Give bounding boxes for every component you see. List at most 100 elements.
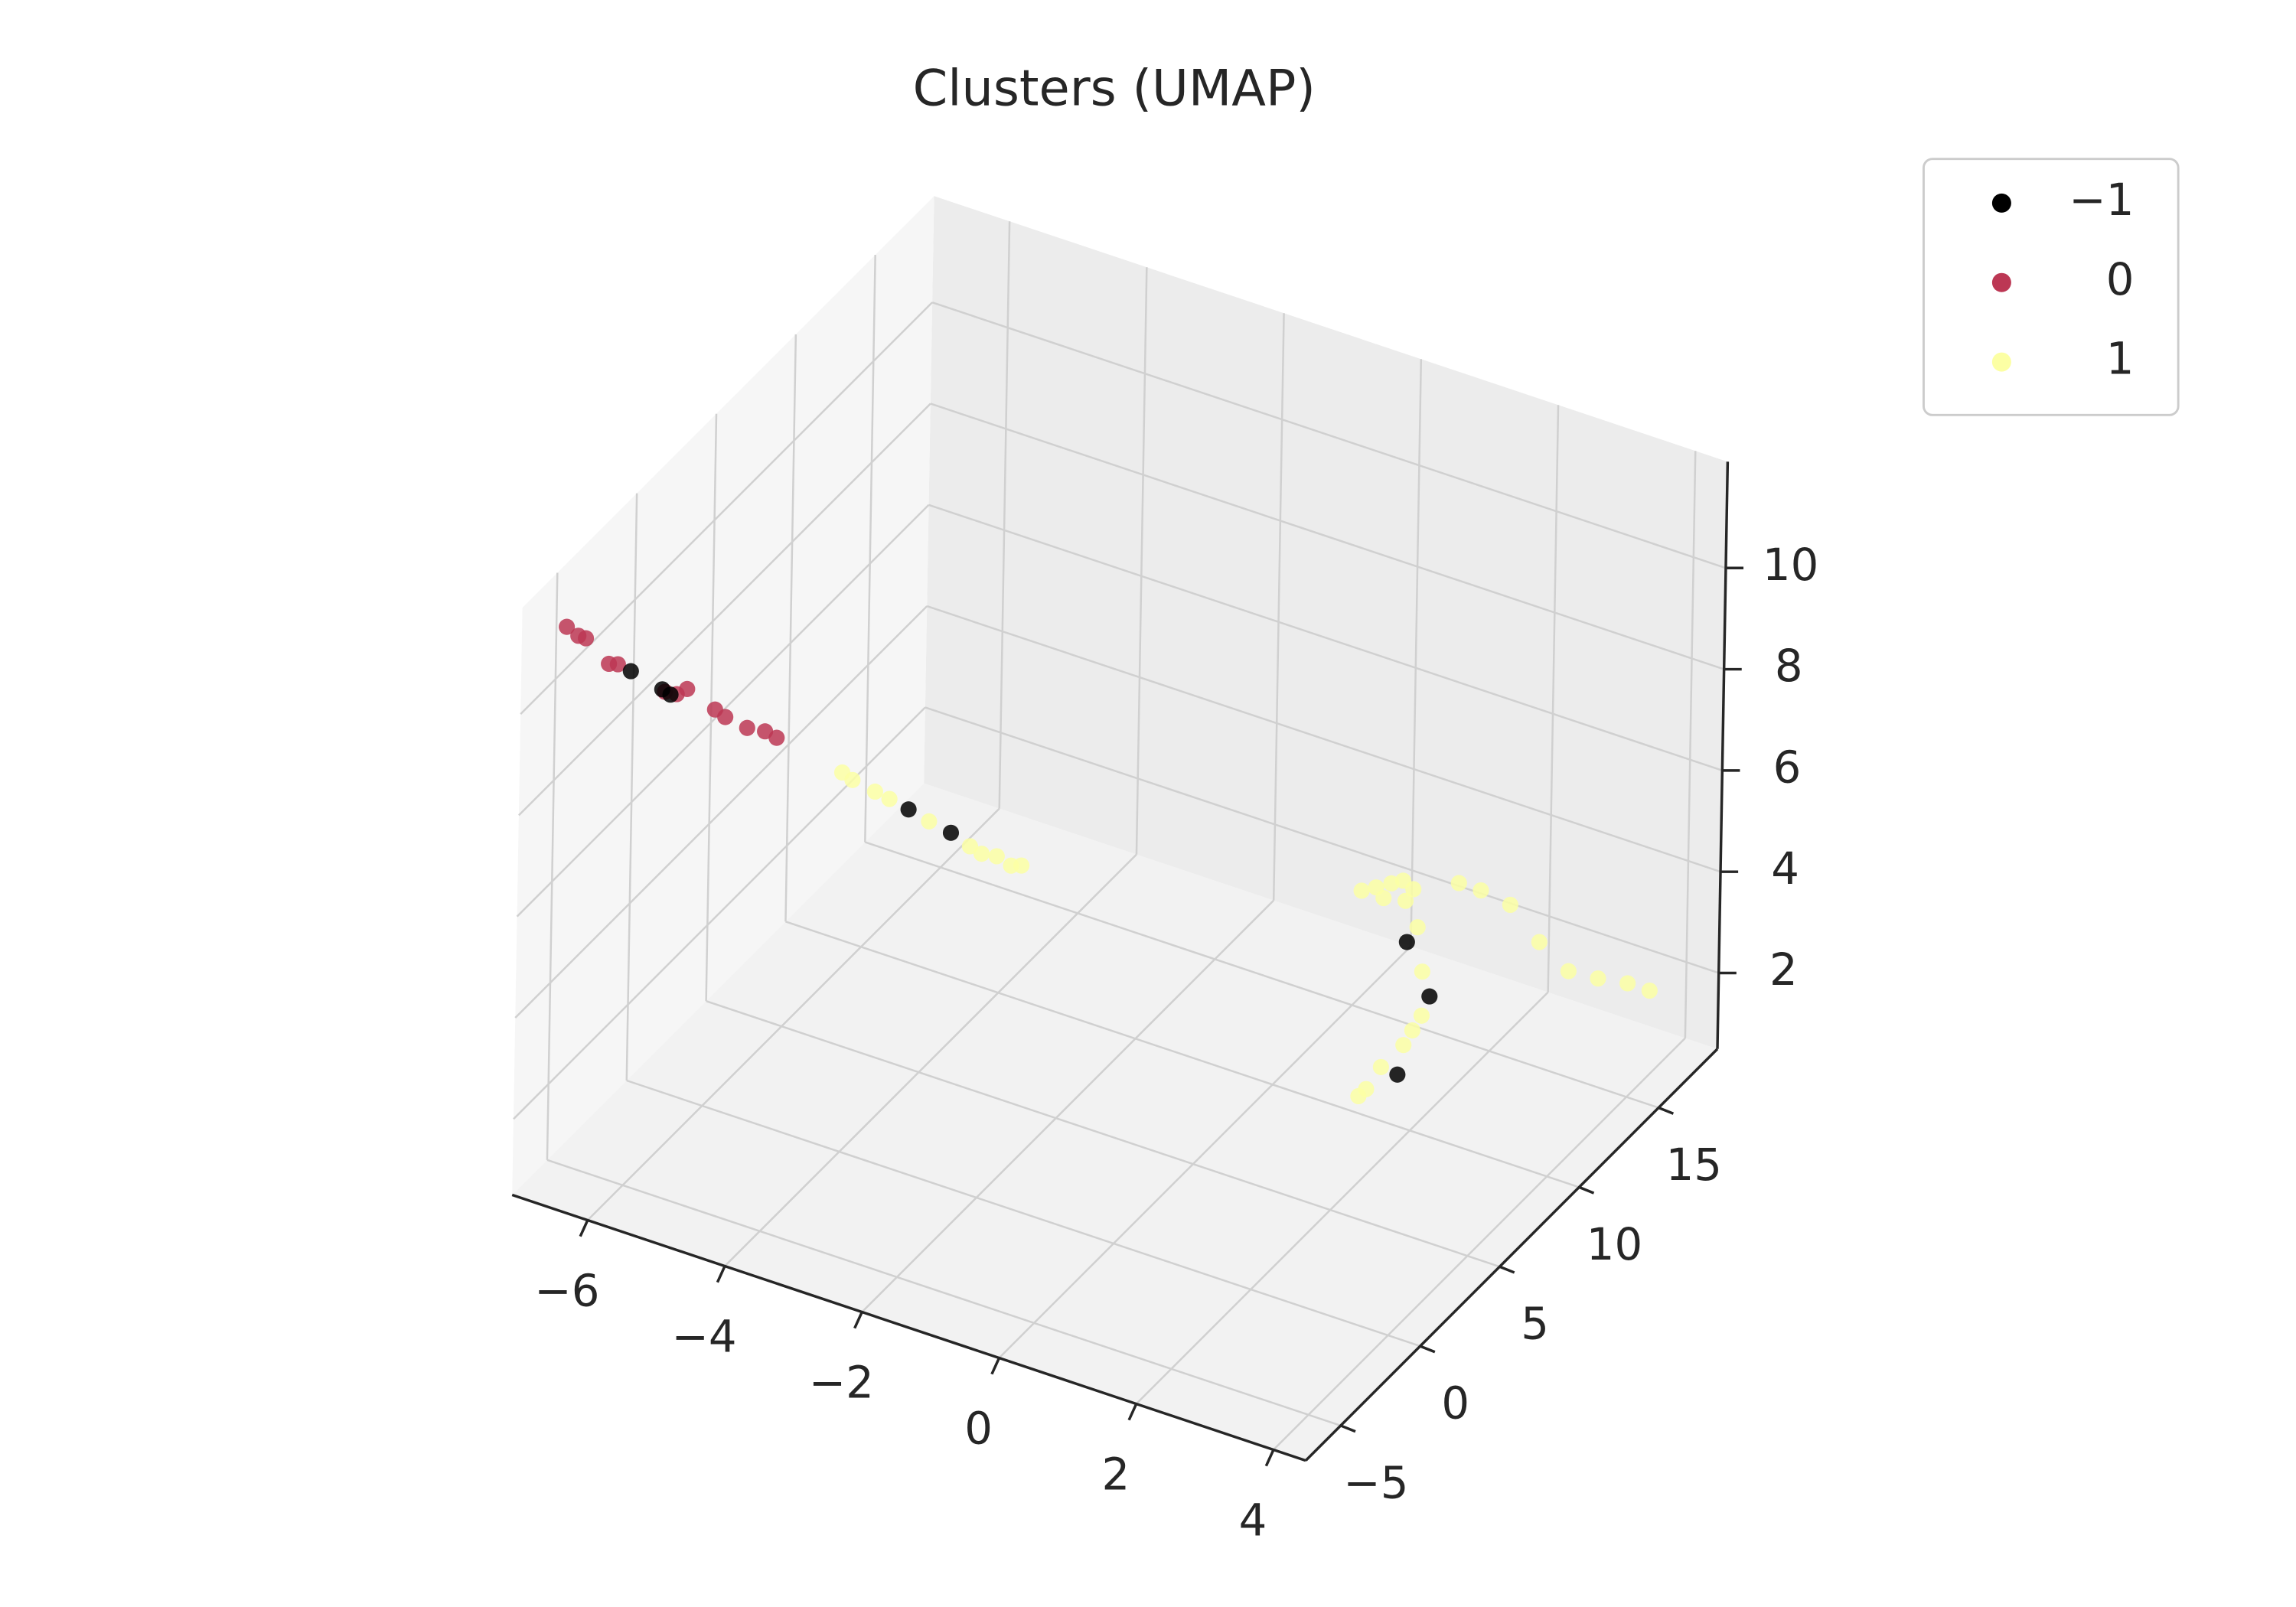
x-tick-label: 0 [964, 1402, 993, 1454]
grid-line [861, 899, 1275, 1313]
data-point [1414, 963, 1430, 980]
grid-line [864, 255, 876, 843]
data-point [768, 729, 785, 746]
points [559, 618, 1658, 1105]
grid-line [1135, 267, 1148, 855]
y-tick [1499, 1265, 1515, 1274]
grid-line [998, 221, 1011, 809]
data-point [1372, 1058, 1389, 1075]
data-point [1619, 975, 1636, 992]
y-tick [1658, 1106, 1675, 1115]
grid-line [625, 493, 638, 1081]
x-tick [579, 1219, 589, 1237]
y-tick [1578, 1185, 1595, 1195]
z-tick-label: 4 [1771, 843, 1799, 895]
data-point [988, 848, 1005, 865]
data-point [577, 630, 595, 647]
grid-line [1135, 991, 1549, 1405]
grid-line [998, 945, 1412, 1359]
x-tick-label: 2 [1101, 1448, 1130, 1500]
data-point [622, 663, 639, 680]
data-point [1560, 963, 1577, 980]
legend-marker [1991, 193, 2011, 213]
data-point [961, 838, 978, 855]
data-point [679, 680, 696, 697]
grid-line [931, 301, 1727, 569]
x-tick-label: −6 [534, 1264, 599, 1316]
data-point [1413, 1007, 1430, 1024]
grid-line [1684, 451, 1697, 1038]
data-point [1397, 892, 1414, 909]
x-tick [1264, 1449, 1275, 1467]
data-point [866, 783, 883, 800]
data-point [1473, 882, 1489, 899]
data-point [900, 801, 917, 818]
chart-title: Clusters (UMAP) [913, 59, 1316, 117]
side-pane [512, 196, 934, 1195]
grid-line [925, 706, 1720, 974]
floor-pane [512, 783, 1718, 1461]
data-point [609, 656, 626, 673]
data-point [1531, 934, 1548, 950]
z-tick-label: 10 [1763, 539, 1818, 591]
data-point [1389, 1066, 1406, 1083]
grid-line [1273, 1037, 1686, 1451]
y-tick-label: 5 [1521, 1298, 1549, 1350]
data-point [1421, 988, 1438, 1005]
y-tick-label: 10 [1587, 1218, 1642, 1270]
data-point [973, 846, 990, 862]
data-point [921, 813, 938, 830]
x-axis-line [511, 1193, 1306, 1462]
y-tick-label: 15 [1666, 1139, 1722, 1191]
z-axis-line [1716, 461, 1730, 1049]
panes [512, 196, 1728, 1461]
grid-line [546, 572, 559, 1160]
back-pane [924, 196, 1728, 1049]
data-point [559, 618, 576, 635]
data-point [1350, 1087, 1367, 1105]
x-tick-label: 4 [1239, 1494, 1267, 1546]
z-tick-label: 2 [1769, 944, 1798, 996]
x-tick [990, 1357, 1001, 1375]
legend-marker [1991, 352, 2011, 372]
grid-line [518, 403, 931, 817]
x-tick [716, 1265, 726, 1283]
data-point [1404, 1022, 1420, 1039]
data-point [1450, 875, 1467, 892]
z-tick-label: 8 [1775, 640, 1803, 692]
legend-label: 1 [2106, 333, 2135, 385]
y-tick-label: −5 [1343, 1456, 1408, 1508]
data-point [1409, 919, 1426, 936]
data-point [1405, 881, 1422, 898]
data-point [881, 790, 898, 807]
data-point [739, 719, 755, 736]
grid-line [928, 504, 1723, 772]
grid-line [930, 403, 1725, 670]
y-tick-label: 0 [1441, 1377, 1469, 1429]
x-tick [853, 1311, 863, 1329]
grid-line [784, 334, 797, 922]
data-point [1641, 982, 1658, 999]
grid [513, 221, 1727, 1451]
legend-box [1923, 158, 2180, 416]
grid-line [1272, 313, 1285, 901]
data-point [1375, 889, 1392, 907]
data-point [1353, 882, 1370, 899]
legend-label: −1 [2069, 174, 2134, 226]
data-point [1502, 896, 1518, 913]
data-point [844, 771, 861, 788]
grid-line [864, 841, 1659, 1109]
y-axis-line [1304, 1048, 1719, 1462]
grid-line [926, 605, 1721, 873]
data-point [942, 824, 960, 841]
data-point [1398, 934, 1415, 950]
grid-line [785, 921, 1580, 1188]
data-point [1590, 970, 1606, 987]
x-tick-label: −4 [672, 1310, 737, 1362]
grid-line [626, 1079, 1421, 1348]
data-point [1395, 1037, 1412, 1054]
y-tick [1340, 1424, 1356, 1433]
legend: −1 0 1 [1923, 158, 2180, 416]
